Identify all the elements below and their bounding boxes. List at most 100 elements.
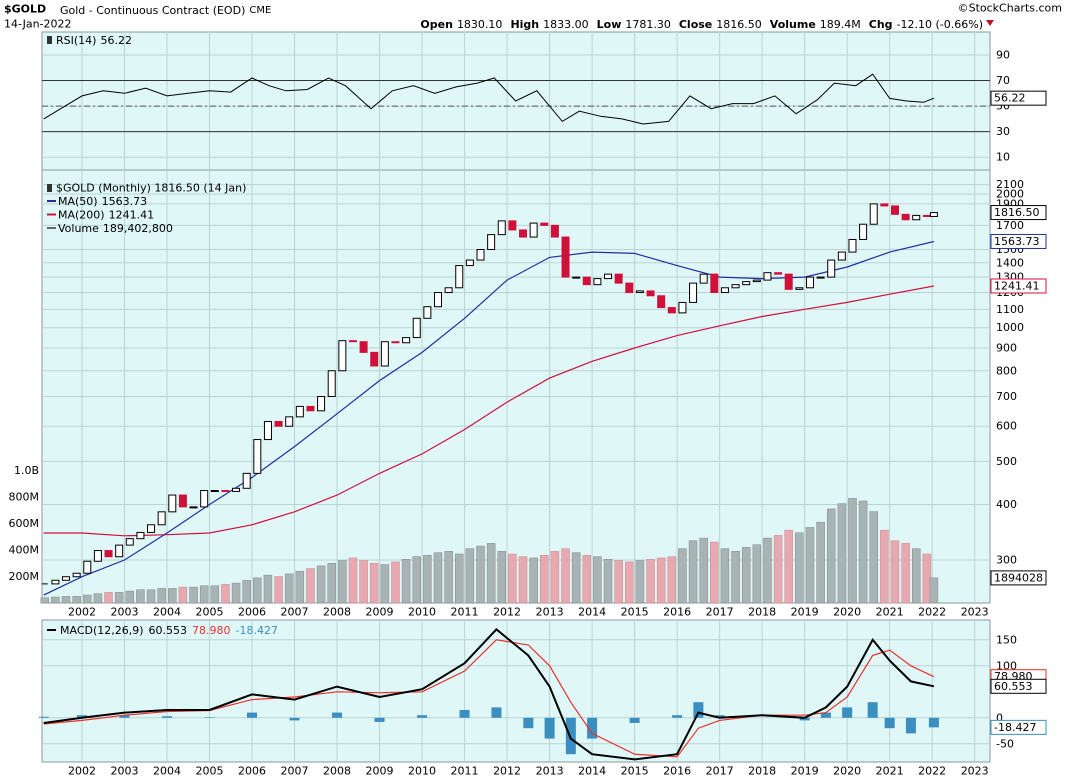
legend-entry: Volume 189,402,800 bbox=[58, 222, 173, 235]
candle bbox=[115, 544, 124, 558]
volume-bar bbox=[454, 553, 464, 604]
candle bbox=[731, 284, 740, 289]
volume-bar bbox=[136, 589, 145, 604]
volume-bar bbox=[327, 563, 336, 604]
quote-value: 1833.00 bbox=[543, 18, 589, 31]
candle bbox=[370, 351, 379, 367]
volume-bar bbox=[263, 574, 273, 604]
y-tick-label: 30 bbox=[996, 125, 1010, 138]
legend-entry: MA(50) 1563.73 bbox=[58, 195, 147, 208]
x-tick-label: 2020 bbox=[833, 765, 861, 778]
candle bbox=[200, 490, 209, 508]
quote-label: Low bbox=[597, 18, 622, 31]
x-tick-label: 2015 bbox=[621, 765, 649, 778]
candle bbox=[157, 511, 166, 526]
x-tick-label: 2012 bbox=[493, 765, 521, 778]
volume-bar bbox=[890, 540, 900, 604]
x-tick-label: 2010 bbox=[408, 765, 436, 778]
candle bbox=[827, 259, 836, 278]
legend-title: MACD(12,26,9) bbox=[60, 624, 144, 637]
volume-bar bbox=[412, 556, 421, 604]
candle bbox=[774, 272, 783, 275]
y-tick-label: 800 bbox=[996, 364, 1017, 377]
x-tick-label: 2016 bbox=[663, 606, 691, 619]
volume-bar bbox=[316, 565, 326, 604]
volume-bar bbox=[561, 548, 570, 604]
volume-bar bbox=[295, 570, 305, 604]
candle bbox=[795, 287, 804, 290]
quote-value: 1781.30 bbox=[625, 18, 671, 31]
volume-bar bbox=[795, 532, 804, 604]
value-tag-label: 56.22 bbox=[994, 92, 1026, 105]
y-tick-label: 400 bbox=[996, 498, 1017, 511]
x-tick-label: 2003 bbox=[110, 765, 138, 778]
candle bbox=[444, 287, 453, 294]
histogram-bar bbox=[459, 709, 470, 718]
description: Gold - Continuous Contract (EOD) CME bbox=[60, 4, 271, 17]
y-tick-label: 900 bbox=[996, 342, 1017, 355]
volume-bar bbox=[773, 535, 783, 604]
histogram-bar bbox=[544, 717, 555, 739]
symbol: $GOLD bbox=[4, 3, 46, 16]
y-tick-label: -50 bbox=[996, 737, 1014, 750]
y2-tick-label: 200M bbox=[9, 570, 40, 583]
y2-tick-label: 600M bbox=[9, 517, 40, 530]
x-tick-label: 2017 bbox=[706, 765, 734, 778]
x-tick-label: 2005 bbox=[195, 606, 223, 619]
volume-bar bbox=[210, 585, 220, 604]
candle bbox=[880, 203, 889, 207]
x-tick-label: 2018 bbox=[748, 606, 776, 619]
x-tick-label: 2011 bbox=[451, 765, 479, 778]
volume-bar bbox=[929, 577, 939, 604]
volume-bar bbox=[603, 559, 613, 604]
x-tick-label: 2008 bbox=[323, 765, 351, 778]
candle bbox=[487, 234, 496, 250]
volume-bar bbox=[306, 568, 315, 604]
volume-bar bbox=[348, 557, 358, 604]
candle bbox=[604, 273, 613, 280]
candle bbox=[784, 273, 793, 290]
volume-bar bbox=[497, 551, 507, 604]
histogram-bar bbox=[374, 717, 385, 722]
volume-bar bbox=[83, 594, 92, 604]
quote: Open 1830.10 High 1833.00 Low 1781.30 Close 181… bbox=[420, 18, 983, 31]
histogram-bar bbox=[587, 717, 598, 739]
volume-bar bbox=[646, 559, 655, 604]
histogram-bar bbox=[247, 712, 258, 718]
volume-bar bbox=[571, 552, 581, 604]
volume-bar bbox=[157, 588, 166, 604]
legend-value: 1563.73 bbox=[102, 195, 148, 208]
y-tick-label: 150 bbox=[996, 633, 1017, 646]
candle bbox=[232, 487, 241, 492]
candle bbox=[508, 220, 517, 231]
description-text: Gold - Continuous Contract (EOD) bbox=[60, 4, 245, 17]
candle bbox=[125, 538, 134, 546]
candle bbox=[136, 531, 145, 540]
value-tag bbox=[990, 233, 1047, 249]
legend-entry: MACD(12,26,9) 60.553 78.980 -18.427 bbox=[60, 624, 278, 637]
candle bbox=[699, 273, 708, 284]
histogram-bar bbox=[820, 712, 831, 718]
candle bbox=[929, 212, 938, 217]
candle bbox=[625, 282, 634, 294]
x-tick-label: 2021 bbox=[876, 765, 904, 778]
x-tick-label: 2020 bbox=[833, 606, 861, 619]
candle bbox=[519, 229, 528, 238]
candle bbox=[689, 282, 698, 303]
date: 14-Jan-2022 bbox=[4, 18, 72, 31]
candle bbox=[93, 550, 102, 562]
volume-bar bbox=[40, 597, 50, 604]
series-line bbox=[43, 285, 935, 537]
volume-bar bbox=[476, 545, 485, 604]
panel-background bbox=[41, 169, 991, 604]
volume-bar bbox=[656, 557, 666, 604]
candle bbox=[242, 472, 251, 489]
candle bbox=[593, 278, 602, 286]
exchange: CME bbox=[249, 5, 271, 16]
candle bbox=[582, 276, 591, 286]
quote-value: 1816.50 bbox=[716, 18, 762, 31]
value-tag-label: 1816.50 bbox=[994, 206, 1040, 219]
quote-value: 1830.10 bbox=[457, 18, 503, 31]
volume-bar bbox=[518, 556, 528, 604]
